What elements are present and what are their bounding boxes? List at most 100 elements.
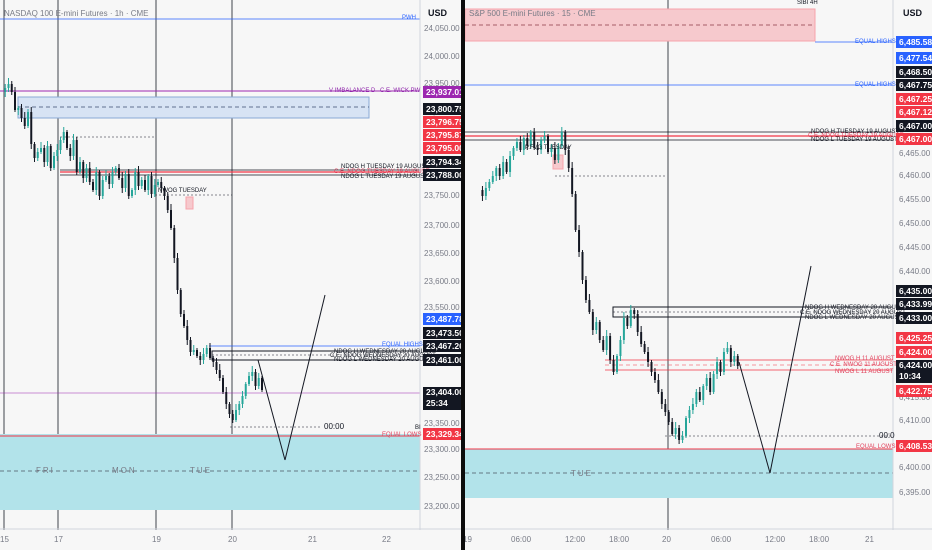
- candle: [709, 378, 712, 392]
- candle: [248, 376, 250, 384]
- candle: [536, 148, 539, 150]
- last-price-tag: 23,404.00 25:34: [423, 387, 461, 410]
- candle: [674, 428, 677, 434]
- candle: [726, 348, 729, 352]
- time-tick: 22: [382, 535, 391, 544]
- candle: [173, 228, 176, 258]
- price-tick: 23,750.00: [424, 191, 460, 200]
- ndog-low-label: NDOG L TUESDAY 19 AUGUST: [811, 137, 898, 143]
- price-tick: 24,000.00: [424, 52, 460, 61]
- candle: [522, 138, 525, 150]
- candle: [254, 372, 257, 386]
- candle: [681, 436, 684, 440]
- candle: [127, 174, 130, 196]
- equal-lows-label: EQUAL LOWS: [856, 444, 896, 450]
- candle: [56, 150, 59, 156]
- candle: [92, 182, 94, 190]
- day-label-fri: FRI: [36, 466, 55, 475]
- candle: [622, 318, 625, 340]
- candle: [228, 404, 231, 414]
- pfvg-label: P.FVG TUESDAY: [525, 145, 572, 151]
- candle: [598, 322, 601, 340]
- ndog2-low-label: NDOG L WEDNESDAY 20 AUGUST: [334, 357, 432, 363]
- candle: [62, 132, 65, 140]
- candle: [108, 176, 111, 184]
- time-tick: 20: [662, 535, 671, 544]
- price-tag: 6,433.99: [896, 298, 932, 310]
- candle: [33, 144, 36, 158]
- candle: [114, 168, 117, 172]
- candle: [121, 178, 124, 188]
- price-tag: 6,435.00: [896, 285, 932, 297]
- candle: [186, 326, 189, 340]
- es-chart-canvas[interactable]: [465, 0, 932, 550]
- candle: [225, 392, 228, 404]
- price-tick: 24,050.00: [424, 24, 460, 33]
- price-tick: 23,650.00: [424, 249, 460, 258]
- price-tag: 6,425.25: [896, 332, 932, 344]
- price-tick: 6,400.00: [899, 463, 931, 472]
- candle: [209, 348, 211, 358]
- ndog2-high-label: NDOG H WEDNESDAY 20 AUGUST: [334, 349, 433, 355]
- time-tick: 12:00: [765, 535, 786, 544]
- candle: [30, 112, 33, 144]
- nq-chart-pane[interactable]: NASDAQ 100 E-mini Futures · 1h · CME USD…: [0, 0, 461, 550]
- equal-highs-label: EQUAL HIGHS: [382, 342, 423, 348]
- candle: [140, 180, 143, 186]
- price-tick: 6,460.00: [899, 171, 931, 180]
- candle: [619, 340, 622, 356]
- candle: [14, 92, 16, 110]
- es-chart-pane[interactable]: S&P 500 E-mini Futures · 15 · CME USD SI…: [465, 0, 932, 550]
- price-tag: 23,461.00: [423, 354, 461, 366]
- ndog-low-label: NDOG L TUESDAY 19 AUGUST: [341, 174, 428, 180]
- projection-line: [738, 361, 771, 474]
- candle: [653, 372, 656, 380]
- bar-countdown: 10:34: [899, 371, 921, 381]
- day-label-tue: TUE: [571, 469, 593, 478]
- nq-currency-label[interactable]: USD: [428, 8, 448, 18]
- price-tag-equal-lows: 23,329.34: [423, 428, 461, 440]
- candle: [20, 108, 23, 118]
- candle: [43, 148, 46, 162]
- candle: [137, 172, 140, 186]
- time-tick: 19: [465, 535, 472, 544]
- nq-chart-canvas[interactable]: [0, 0, 461, 550]
- candle: [509, 156, 512, 172]
- candle: [733, 356, 736, 362]
- candle: [189, 340, 192, 352]
- candle: [581, 252, 584, 280]
- candle: [685, 418, 687, 436]
- pane-divider[interactable]: [461, 0, 465, 550]
- candle: [640, 332, 643, 344]
- candle: [578, 230, 581, 252]
- price-tag: 6,467.12: [896, 106, 932, 118]
- candle: [261, 378, 263, 390]
- candle: [72, 140, 75, 156]
- candle: [557, 146, 560, 160]
- price-tag: 6,433.00: [896, 312, 932, 324]
- projection-line: [284, 294, 326, 461]
- candle: [235, 410, 237, 420]
- time-tick: 15: [0, 535, 9, 544]
- equal-lows-label: EQUAL LOWS: [382, 432, 422, 438]
- candle: [636, 314, 639, 332]
- candle: [505, 162, 508, 172]
- ndog-high-label: NDOG H TUESDAY 19 AUGUST: [811, 129, 900, 135]
- candle: [85, 168, 88, 178]
- last-price-tag: 6,424.00 10:34: [896, 360, 932, 383]
- candle: [543, 136, 546, 140]
- bar-timer: 00:0: [879, 431, 895, 440]
- candle: [574, 194, 577, 230]
- candle: [688, 410, 691, 418]
- price-tag: 6,477.54: [896, 52, 932, 64]
- es-currency-label[interactable]: USD: [903, 8, 923, 18]
- candle: [153, 185, 156, 194]
- candle: [183, 314, 185, 326]
- candle: [512, 148, 515, 156]
- ndog-ce-label: C.E. NDOG TUESDAY 19 AUGUST: [808, 133, 904, 139]
- ce-wick-label: C.E. WICK PW: [380, 88, 421, 94]
- price-tick: 23,300.00: [424, 445, 460, 454]
- time-tick: 18:00: [809, 535, 830, 544]
- candle: [660, 392, 663, 404]
- candle: [650, 362, 653, 372]
